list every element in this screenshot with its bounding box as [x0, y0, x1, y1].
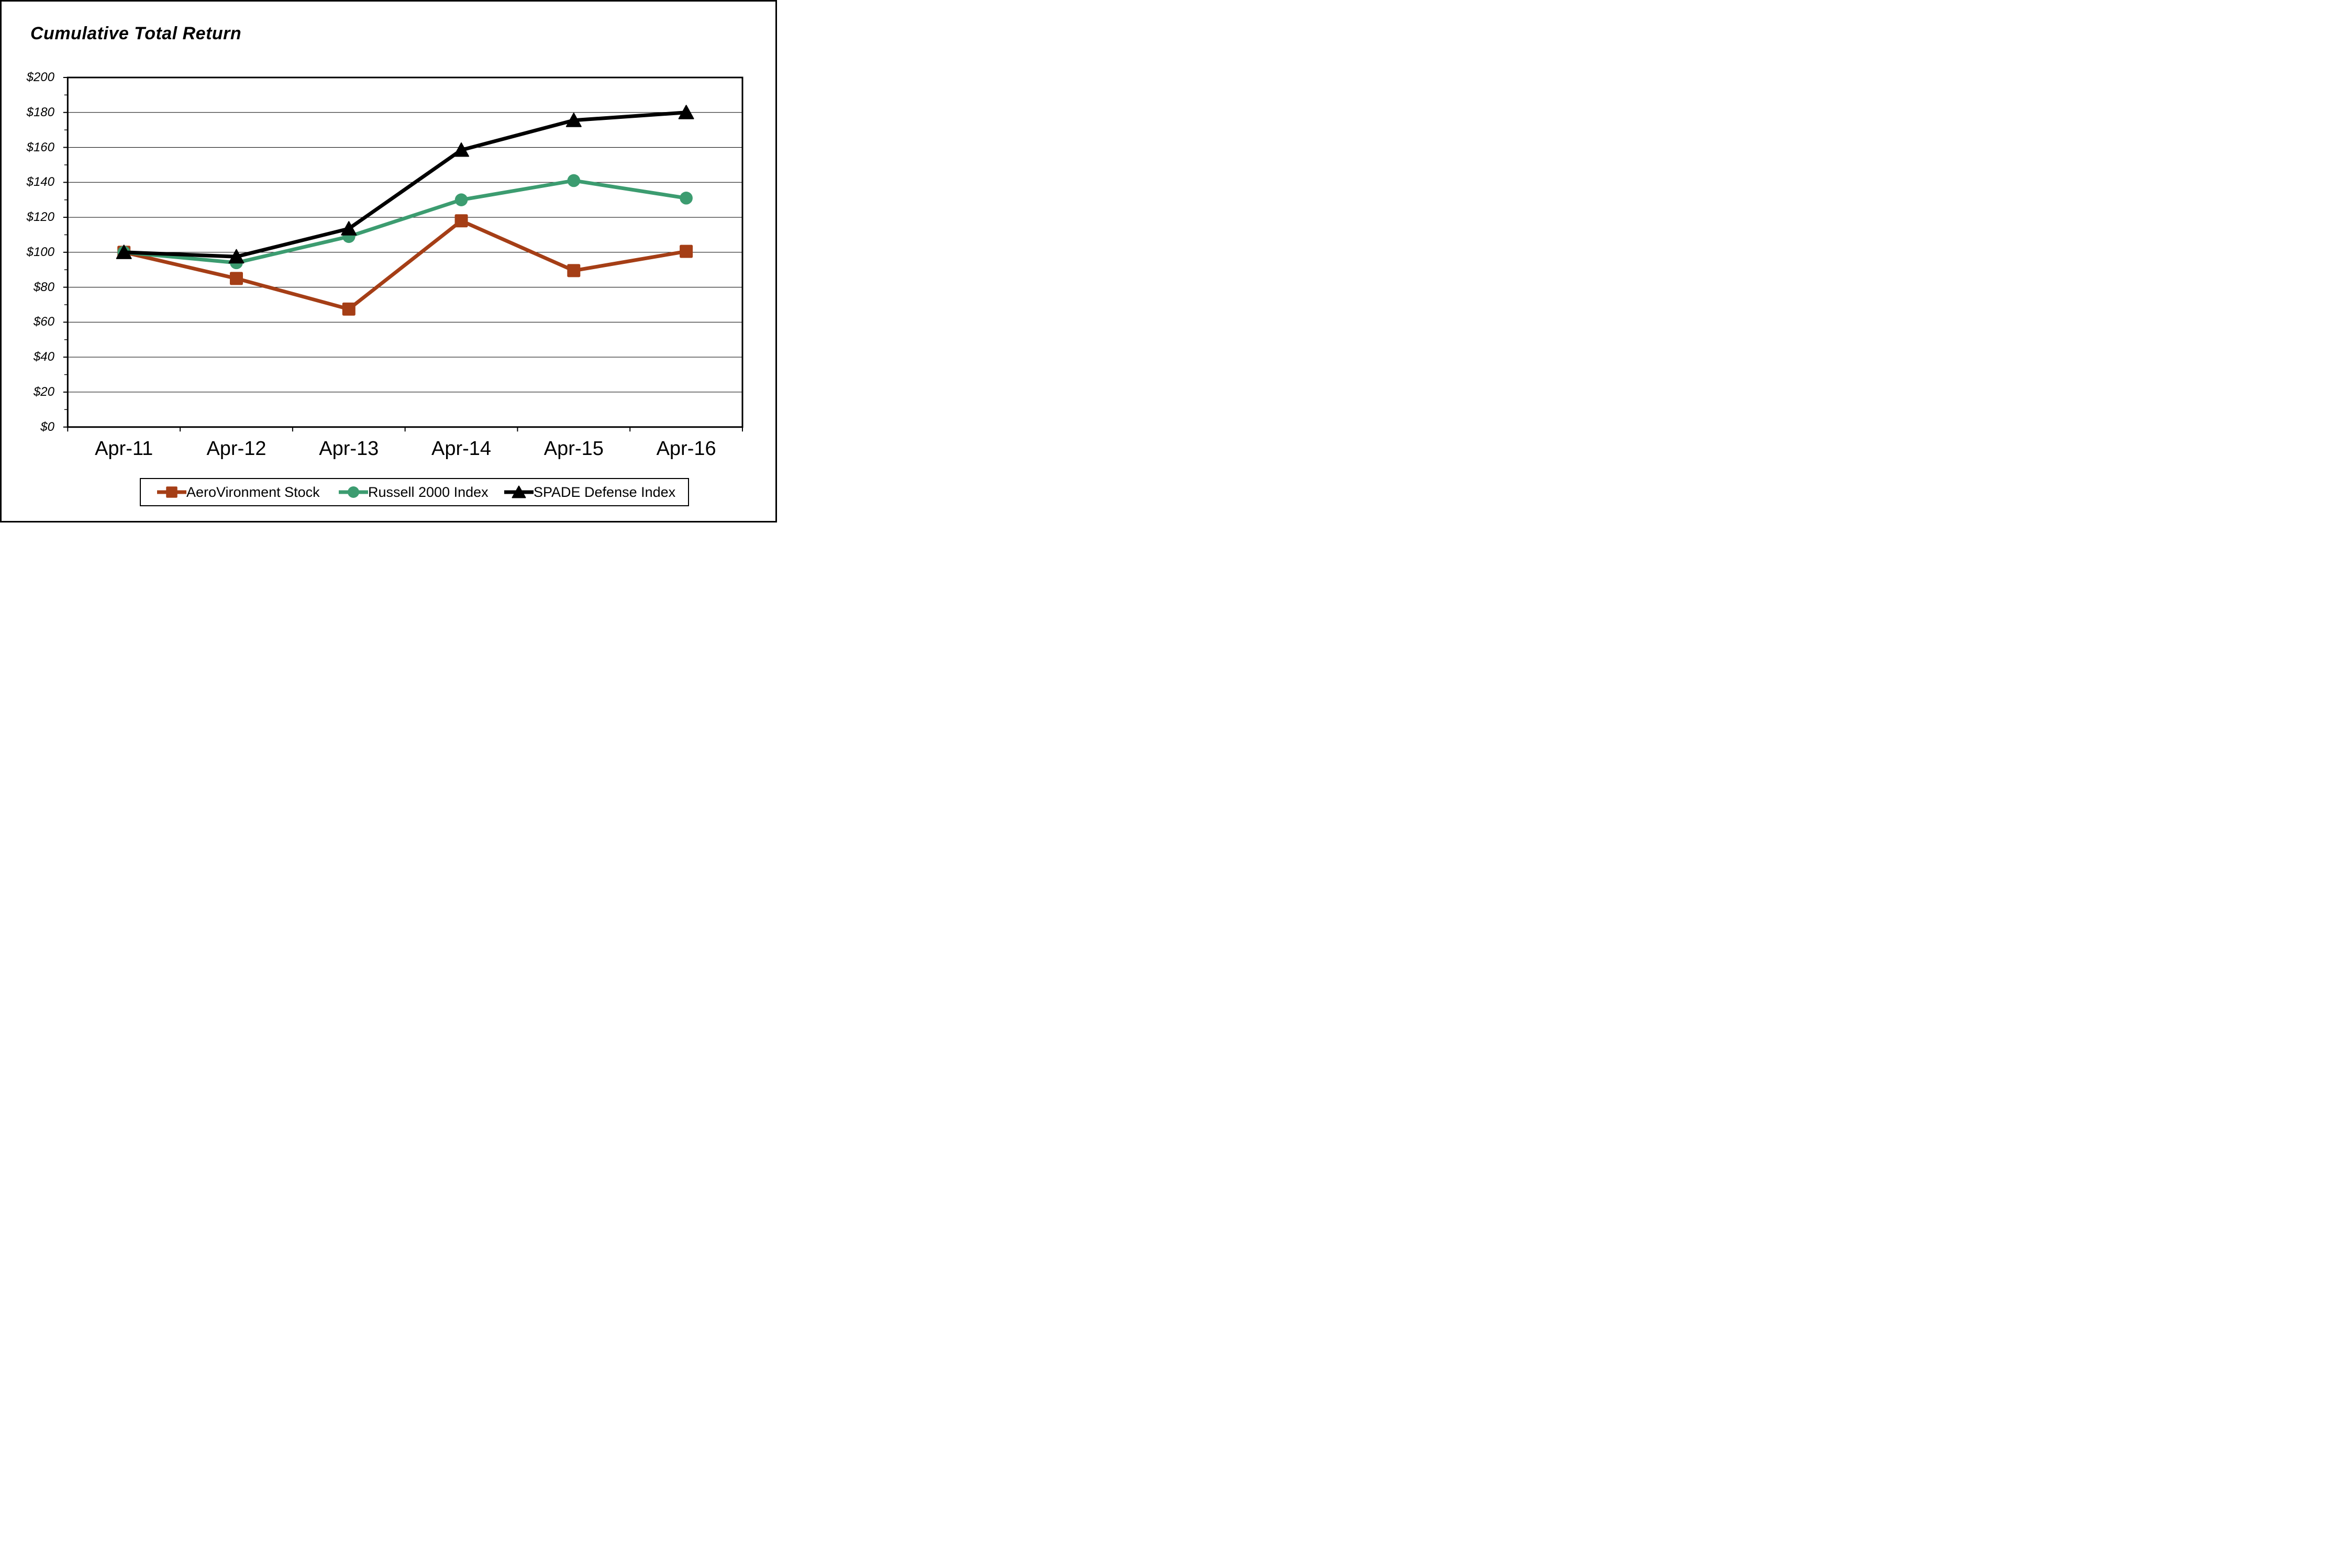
- x-tick-label: Apr-12: [206, 438, 267, 460]
- y-tick-label: $40: [33, 350, 54, 364]
- y-tick-label: $180: [26, 105, 54, 119]
- marker-circle: [567, 174, 581, 187]
- x-tick-label: Apr-11: [95, 438, 153, 460]
- legend-triangle-marker-icon: [504, 485, 534, 498]
- marker-triangle: [341, 221, 357, 236]
- y-tick-label: $60: [33, 315, 54, 329]
- chart-title: Cumulative Total Return: [30, 24, 242, 43]
- legend-circle-marker-icon: [339, 486, 368, 498]
- marker-triangle: [116, 244, 132, 259]
- plot-frame: [66, 76, 743, 428]
- marker-square: [342, 302, 356, 316]
- series-line-russell-2000-index: [124, 179, 687, 265]
- x-tick-label: Apr-16: [656, 438, 716, 460]
- legend-item-spade-defense-index: SPADE Defense Index: [504, 479, 675, 505]
- marker-circle: [680, 192, 693, 205]
- y-tick-label: $100: [26, 244, 54, 259]
- plot-area: [63, 76, 743, 432]
- y-tick-label: $80: [33, 280, 54, 294]
- marker-square: [680, 244, 693, 258]
- legend-label: Russell 2000 Index: [368, 484, 489, 500]
- marker-square: [454, 214, 468, 228]
- marker-square: [229, 272, 243, 285]
- legend-square-marker-icon: [157, 486, 186, 498]
- legend-label: AeroVironment Stock: [186, 484, 320, 500]
- x-tick-label: Apr-15: [543, 438, 604, 460]
- marker-triangle: [453, 142, 470, 157]
- legend: AeroVironment Stock Russell 2000 Index SPA…: [140, 478, 689, 506]
- legend-item-russell-2000-index: Russell 2000 Index: [339, 479, 489, 505]
- marker-square: [567, 264, 581, 277]
- y-tick-label: $120: [26, 210, 54, 225]
- legend-item-aerovironment-stock: AeroVironment Stock: [157, 479, 320, 505]
- y-tick-label: $20: [33, 384, 54, 399]
- marker-triangle: [678, 105, 694, 119]
- y-tick-label: $200: [26, 70, 54, 84]
- legend-label: SPADE Defense Index: [534, 484, 676, 500]
- x-tick-label: Apr-14: [431, 438, 492, 460]
- y-tick-label: $140: [26, 175, 54, 190]
- x-tick-label: Apr-13: [319, 438, 379, 460]
- marker-triangle: [565, 113, 582, 127]
- y-tick-label: $160: [26, 140, 54, 154]
- series-line-aerovironment-stock: [123, 219, 687, 311]
- stock-performance-chart: Cumulative Total Return $200 $180 $160 $140…: [0, 0, 777, 522]
- marker-circle: [454, 193, 468, 206]
- series-line-spade-defense-index: [124, 110, 686, 259]
- marker-triangle: [228, 249, 245, 264]
- y-tick-label: $0: [40, 419, 54, 434]
